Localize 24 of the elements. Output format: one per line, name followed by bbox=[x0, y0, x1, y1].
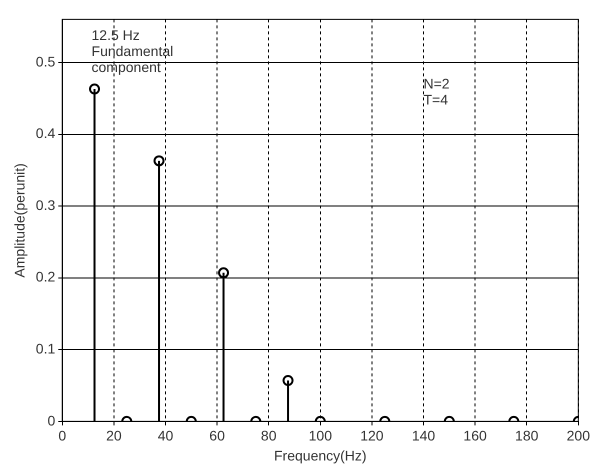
x-tick-label: 160 bbox=[463, 428, 487, 444]
x-tick-label: 200 bbox=[566, 428, 590, 444]
y-tick-label: 0.1 bbox=[36, 340, 56, 356]
y-tick-label: 0.4 bbox=[36, 125, 56, 142]
x-tick-label: 20 bbox=[106, 428, 122, 444]
point bbox=[154, 155, 165, 166]
x-tick-label: 140 bbox=[412, 428, 436, 444]
x-tick-label: 100 bbox=[308, 428, 332, 444]
y-tick-label: 0.3 bbox=[36, 196, 56, 213]
x-tick-label: 0 bbox=[58, 428, 66, 444]
x-tick-label: 80 bbox=[260, 428, 277, 444]
point bbox=[89, 84, 100, 95]
y-axis-title: Amplitude(perunit) bbox=[11, 163, 28, 278]
y-tick-label: 0 bbox=[47, 412, 56, 428]
point bbox=[218, 267, 230, 278]
y-tick-label: 0.2 bbox=[36, 268, 56, 285]
y-tick-label: 0.5 bbox=[36, 53, 56, 70]
annotation: 12.5 Hz Fundamental component bbox=[92, 26, 174, 75]
x-tick-label: 120 bbox=[360, 428, 384, 444]
x-axis-title: Frequency(Hz) bbox=[274, 447, 367, 464]
x-tick-label: 180 bbox=[515, 428, 539, 444]
annotation: N=2 T=4 bbox=[424, 75, 450, 108]
x-tick-label: 40 bbox=[158, 428, 174, 444]
x-tick-label: 60 bbox=[209, 428, 226, 444]
